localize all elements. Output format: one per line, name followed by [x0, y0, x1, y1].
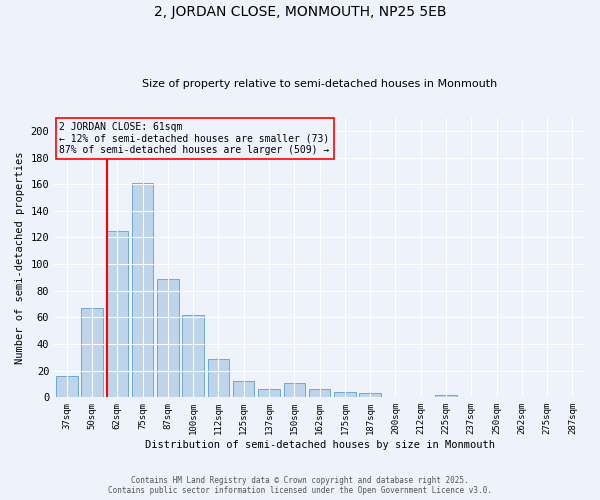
Bar: [157, 279, 179, 398]
Bar: [132, 183, 154, 398]
Bar: [182, 314, 204, 398]
Bar: [435, 394, 457, 398]
Text: 2, JORDAN CLOSE, MONMOUTH, NP25 5EB: 2, JORDAN CLOSE, MONMOUTH, NP25 5EB: [154, 5, 446, 19]
Bar: [359, 394, 381, 398]
Bar: [258, 390, 280, 398]
Bar: [56, 376, 77, 398]
Text: Contains HM Land Registry data © Crown copyright and database right 2025.
Contai: Contains HM Land Registry data © Crown c…: [108, 476, 492, 495]
Y-axis label: Number of semi-detached properties: Number of semi-detached properties: [15, 151, 25, 364]
Bar: [82, 308, 103, 398]
Text: 2 JORDAN CLOSE: 61sqm
← 12% of semi-detached houses are smaller (73)
87% of semi: 2 JORDAN CLOSE: 61sqm ← 12% of semi-deta…: [59, 122, 330, 155]
Bar: [284, 382, 305, 398]
Bar: [107, 231, 128, 398]
Bar: [208, 358, 229, 398]
Bar: [309, 390, 331, 398]
Title: Size of property relative to semi-detached houses in Monmouth: Size of property relative to semi-detach…: [142, 79, 497, 89]
X-axis label: Distribution of semi-detached houses by size in Monmouth: Distribution of semi-detached houses by …: [145, 440, 494, 450]
Bar: [233, 382, 254, 398]
Bar: [334, 392, 356, 398]
